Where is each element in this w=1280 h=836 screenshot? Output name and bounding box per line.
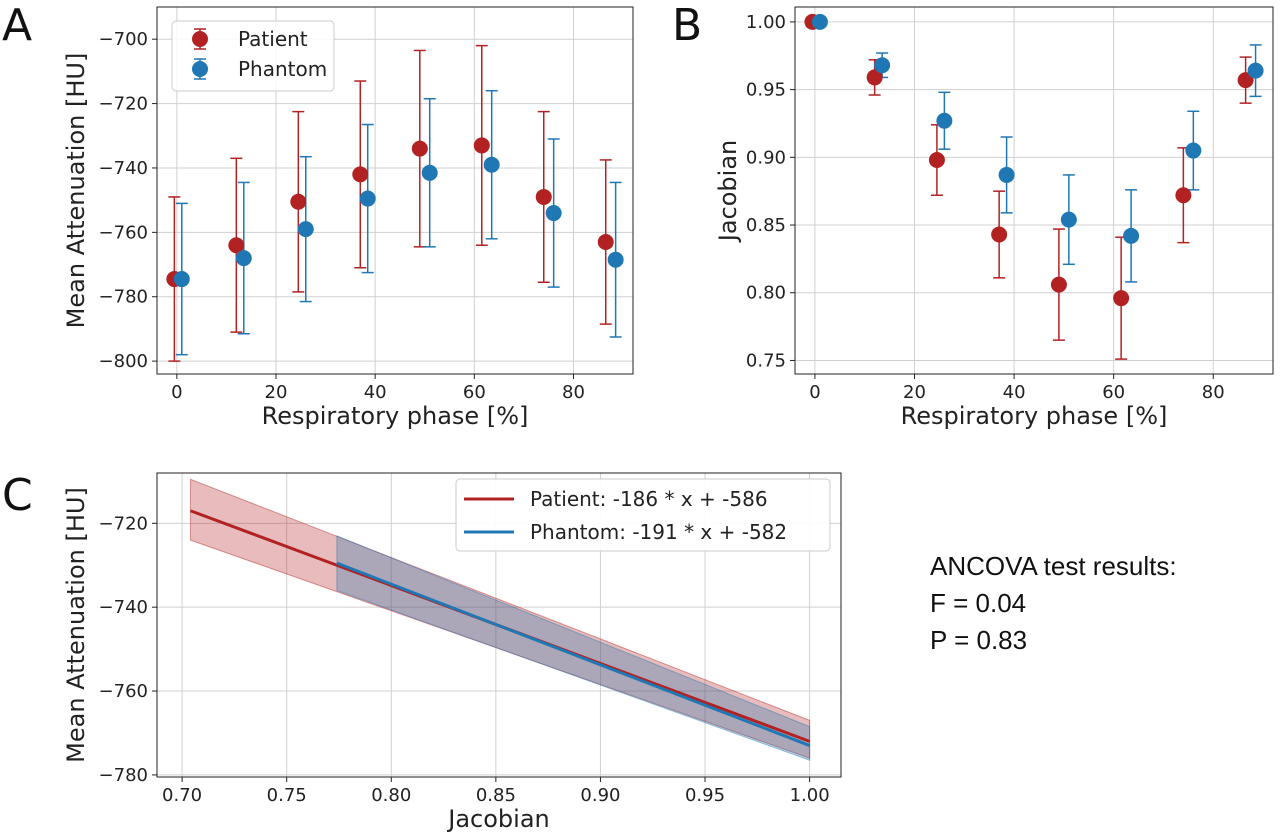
data-point (1060, 211, 1077, 228)
data-point (1247, 62, 1264, 79)
x-tick-label: 20 (903, 382, 926, 403)
plot-area (189, 478, 811, 761)
chart-b: 0 20 40 60 80 0.75 0.80 0.85 0.90 0.95 1.00 Respira… (714, 6, 1274, 430)
legend-box (455, 478, 831, 552)
ancova-results: ANCOVA test results: F = 0.04 P = 0.83 (930, 548, 1177, 659)
x-axis-label: Jacobian (446, 805, 549, 833)
y-tick-label: 0.75 (746, 350, 786, 371)
data-point (483, 156, 500, 173)
panel-label-b: B (672, 0, 702, 51)
ancova-p-value: P = 0.83 (930, 625, 1028, 655)
x-tick-label: 1.00 (790, 785, 830, 806)
legend-label: Patient: -186 * x + -586 (530, 487, 768, 511)
legend-label: Patient (238, 27, 308, 51)
y-tick-label: 0.85 (746, 215, 786, 236)
y-tick-label: 0.80 (746, 283, 786, 304)
data-point (607, 251, 624, 268)
legend-label: Phantom (238, 57, 327, 81)
legend-marker (192, 61, 208, 77)
ancova-f-value: F = 0.04 (930, 588, 1027, 618)
plot-area (804, 13, 1264, 360)
chart-c: 0.70 0.75 0.80 0.85 0.90 0.95 1.00 −780 −760 −740… (62, 472, 842, 833)
data-point (1185, 142, 1202, 159)
x-tick-label: 40 (1003, 382, 1026, 403)
data-point (173, 271, 190, 288)
x-tick-label: 20 (265, 382, 288, 403)
x-tick-label: 0.80 (371, 785, 411, 806)
data-point (1113, 290, 1130, 307)
x-tick-label: 60 (1102, 382, 1125, 403)
legend-marker (192, 31, 208, 47)
x-tick-label: 0 (171, 382, 182, 403)
x-tick-label: 0.70 (162, 785, 202, 806)
data-point (874, 57, 891, 74)
y-tick-label: −720 (99, 513, 148, 534)
y-tick-label: 0.90 (746, 147, 786, 168)
data-point (866, 69, 883, 86)
data-point (535, 188, 552, 205)
y-axis-label: Jacobian (714, 140, 742, 243)
data-point (1237, 72, 1254, 89)
x-tick-label: 0.95 (685, 785, 725, 806)
data-point (936, 112, 953, 129)
y-tick-label: −800 (99, 351, 148, 372)
data-point (991, 226, 1008, 243)
data-point (359, 190, 376, 207)
x-tick-label: 0 (809, 382, 820, 403)
confidence-band (336, 535, 811, 761)
confidence-band (189, 478, 811, 759)
y-tick-label: −740 (99, 597, 148, 618)
data-point (290, 193, 307, 210)
ancova-title: ANCOVA test results: (930, 551, 1177, 581)
data-point (235, 250, 252, 267)
y-tick-label: −720 (99, 94, 148, 115)
y-tick-label: −760 (99, 222, 148, 243)
data-point (1050, 276, 1067, 293)
x-axis-label: Respiratory phase [%] (901, 402, 1168, 430)
data-point (811, 13, 828, 30)
y-axis-label: Mean Attenuation [HU] (62, 53, 90, 329)
data-point (228, 237, 245, 254)
y-tick-label: −700 (99, 29, 148, 50)
data-point (1123, 227, 1140, 244)
data-point (352, 166, 369, 183)
panel-label-a: A (2, 0, 32, 51)
data-point (1175, 187, 1192, 204)
plot-frame (794, 6, 1274, 375)
legend-label: Phantom: -191 * x + -582 (530, 520, 787, 544)
data-point (545, 205, 562, 222)
x-axis-label: Respiratory phase [%] (262, 402, 529, 430)
data-point (421, 164, 438, 181)
x-tick-label: 80 (1202, 382, 1225, 403)
x-tick-label: 40 (364, 382, 387, 403)
panel-label-c: C (2, 470, 33, 521)
regression-line (336, 561, 811, 747)
y-tick-label: −780 (99, 287, 148, 308)
x-tick-label: 60 (463, 382, 486, 403)
x-tick-label: 0.75 (267, 785, 307, 806)
y-tick-label: −780 (99, 765, 148, 786)
data-point (928, 152, 945, 169)
y-tick-label: −740 (99, 158, 148, 179)
chart-a: 0 20 40 60 80 −800 −780 −760 −740 −720 −700 Respira… (62, 6, 634, 430)
legend-box (171, 20, 335, 92)
y-axis-label: Mean Attenuation [HU] (62, 487, 90, 763)
data-point (473, 137, 490, 154)
y-tick-label: 0.95 (746, 80, 786, 101)
y-tick-label: −760 (99, 681, 148, 702)
data-point (411, 140, 428, 157)
plot-frame (156, 6, 634, 375)
x-tick-label: 80 (562, 382, 585, 403)
data-point (998, 166, 1015, 183)
x-tick-label: 0.90 (580, 785, 620, 806)
y-tick-label: 1.00 (746, 12, 786, 33)
data-point (297, 221, 314, 238)
x-tick-label: 0.85 (476, 785, 516, 806)
plot-frame (156, 472, 842, 778)
plot-area (166, 44, 624, 362)
data-point (597, 234, 614, 251)
